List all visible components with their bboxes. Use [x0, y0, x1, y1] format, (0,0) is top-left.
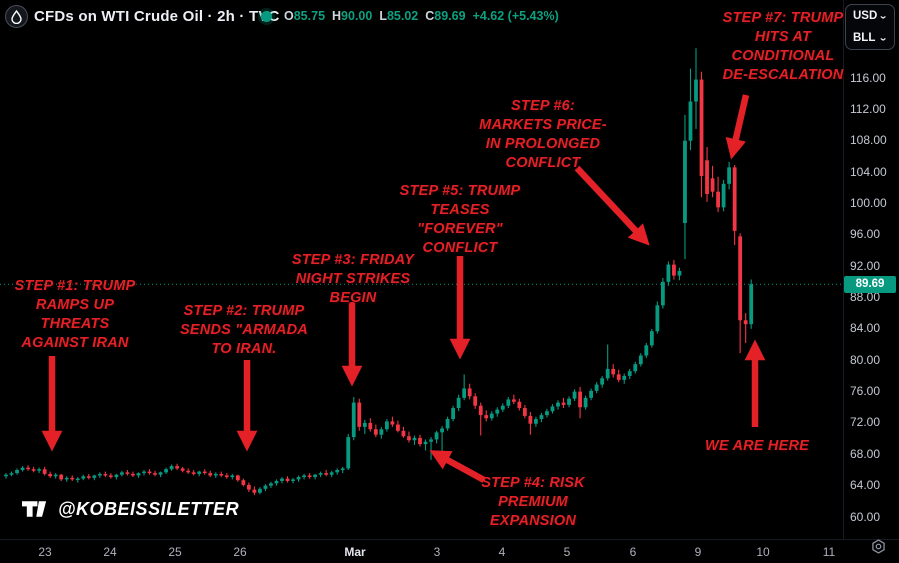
unit-value: BLL [853, 32, 876, 44]
annotation-we-are-here: WE ARE HERE [705, 437, 809, 456]
price-axis-label: 104.00 [850, 164, 887, 179]
annotation-line: STEP #7: TRUMP [722, 10, 844, 26]
watermark-handle: @KOBEISSILETTER [58, 499, 240, 519]
annotation-line: TEASES [430, 202, 490, 218]
price-axis-label: 60.00 [850, 509, 881, 524]
annotation-line: STEP #6: [511, 98, 575, 114]
annotation-line: DE-ESCALATION [722, 67, 844, 83]
price-axis-label: 112.00 [850, 101, 886, 116]
ohlc-high-label: H [332, 9, 342, 23]
ohlc-low-value: 85.02 [386, 9, 419, 23]
annotation-line: TO IRAN. [211, 341, 277, 357]
time-axis[interactable]: 23 24 25 26 Mar 3 4 5 6 9 10 11 [0, 539, 899, 563]
ohlc-high-value: 90.00 [341, 9, 373, 23]
time-axis-label: 4 [498, 545, 506, 559]
ohlc-close-value: 89.69 [434, 9, 466, 23]
annotation-line: HITS AT [754, 29, 812, 45]
price-axis-label: 84.00 [850, 321, 881, 336]
annotation-line: "FOREVER" [417, 221, 503, 237]
watermark: @KOBEISSILETTER [22, 499, 239, 520]
annotation-line: MARKETS PRICE- [479, 117, 607, 133]
time-axis-label: 6 [629, 545, 637, 559]
price-axis-label: 76.00 [850, 384, 881, 399]
ohlc-low-label: L [379, 9, 387, 23]
time-axis-label: 11 [822, 545, 836, 559]
price-axis[interactable]: 89.69 116.00 112.00 108.00 104.00 100.00 96.0… [844, 0, 899, 540]
annotation-line: AGAINST IRAN [21, 335, 129, 351]
time-axis-label: 24 [103, 545, 117, 559]
annotation-line: STEP #3: FRIDAY [291, 252, 415, 268]
axis-settings-icon[interactable] [871, 539, 886, 559]
annotation-step-5: STEP #5: TRUMP TEASES "FOREVER" CONFLICT [400, 182, 521, 258]
chevron-down-icon: ⌄ [878, 11, 888, 21]
annotation-line: CONFLICT [505, 155, 581, 171]
time-axis-label: 25 [168, 545, 182, 559]
time-axis-label: 26 [233, 545, 247, 559]
price-axis-label: 80.00 [850, 352, 881, 367]
annotation-line: IN PROLONGED [485, 136, 601, 152]
annotation-line: STEP #5: TRUMP [399, 183, 521, 199]
annotation-line: STEP #2: TRUMP [183, 303, 305, 319]
price-axis-separator [843, 0, 844, 540]
annotation-step-3: STEP #3: FRIDAY NIGHT STRIKES BEGIN [292, 251, 414, 308]
chevron-down-icon: ⌄ [878, 33, 888, 43]
time-axis-label: 10 [756, 545, 770, 559]
annotation-step-1: STEP #1: TRUMP RAMPS UP THREATS AGAINST … [15, 277, 136, 353]
annotation-line: PREMIUM [498, 494, 568, 510]
time-axis-label: 23 [38, 545, 52, 559]
time-axis-label: 9 [694, 545, 702, 559]
price-axis-label: 92.00 [850, 258, 881, 273]
price-axis-label: 100.00 [850, 195, 887, 210]
annotation-line: EXPANSION [489, 513, 577, 529]
oil-drop-icon [5, 5, 28, 28]
price-axis-label: 72.00 [850, 415, 881, 430]
price-axis-label: 68.00 [850, 446, 881, 461]
annotation-line: SENDS "ARMADA [180, 322, 308, 338]
annotation-step-4: STEP #4: RISK PREMIUM EXPANSION [481, 474, 585, 531]
ohlc-legend: O85.75 H90.00 L85.02 C89.69 +4.62 (+5.43%) [284, 9, 559, 23]
time-axis-label: 5 [563, 545, 571, 559]
time-axis-label: 3 [433, 545, 441, 559]
price-axis-label: 96.00 [850, 227, 881, 242]
annotation-line: CONFLICT [422, 240, 498, 256]
ohlc-open-value: 85.75 [293, 9, 326, 23]
market-status-dot[interactable] [261, 11, 272, 22]
unit-dropdown[interactable]: BLL ⌄ [846, 27, 894, 49]
price-axis-label: 108.00 [850, 133, 887, 148]
unit-selector: USD ⌄ BLL ⌄ [845, 4, 895, 50]
time-axis-label: Mar [344, 545, 366, 559]
annotation-step-6: STEP #6: MARKETS PRICE- IN PROLONGED CON… [479, 97, 607, 173]
ohlc-open-label: O [284, 9, 294, 23]
annotation-line: CONDITIONAL [731, 48, 835, 64]
symbol-title: CFDs on WTI Crude Oil · 2h · TVC [34, 8, 280, 25]
annotation-step-7: STEP #7: TRUMP HITS AT CONDITIONAL DE-ES… [723, 9, 844, 85]
annotation-line: WE ARE HERE [705, 438, 809, 454]
last-price-badge: 89.69 [844, 275, 896, 293]
annotation-line: RAMPS UP [35, 297, 115, 313]
annotation-line: STEP #4: RISK [481, 475, 585, 491]
annotation-step-2: STEP #2: TRUMP SENDS "ARMADA TO IRAN. [180, 302, 308, 359]
annotation-line: STEP #1: TRUMP [14, 278, 136, 294]
currency-dropdown[interactable]: USD ⌄ [846, 5, 894, 27]
annotation-line: THREATS [40, 316, 110, 332]
price-axis-label: 88.00 [850, 290, 881, 305]
annotation-line: BEGIN [329, 290, 377, 306]
change-value: +4.62 (+5.43%) [472, 9, 559, 23]
currency-value: USD [853, 10, 878, 22]
price-axis-label: 116.00 [850, 70, 886, 85]
annotation-line: NIGHT STRIKES [295, 271, 411, 287]
price-axis-label: 64.00 [850, 478, 881, 493]
ohlc-close-label: C [425, 9, 435, 23]
tradingview-logo-icon [22, 501, 47, 517]
